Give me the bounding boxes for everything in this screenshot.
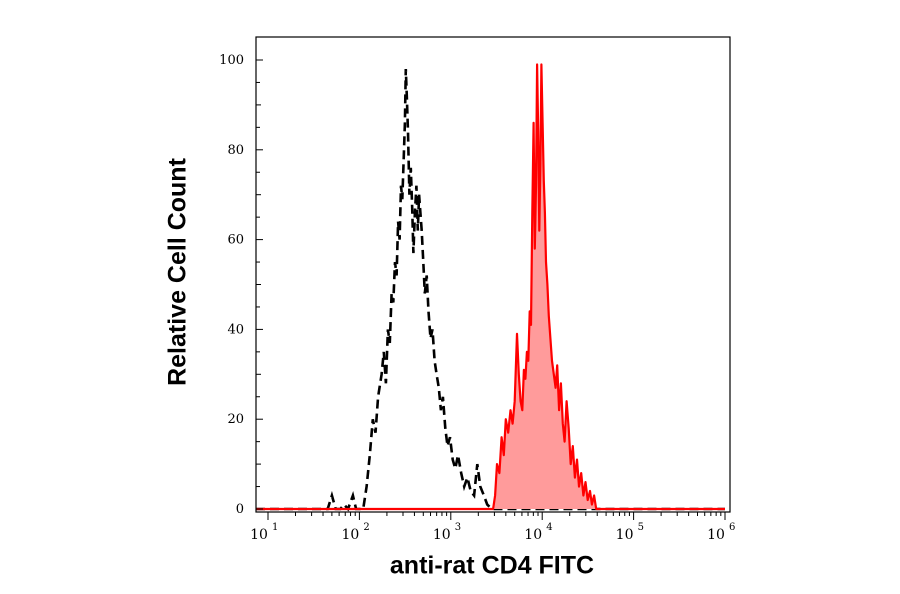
x-tick-label: 10 [707, 527, 725, 543]
x-tick-exponent: 6 [729, 522, 735, 533]
x-tick-exponent: 1 [272, 522, 278, 533]
y-axis-label: Relative Cell Count [163, 158, 192, 386]
x-axis-label: anti-rat CD4 FITC [389, 551, 595, 580]
y-tick-label: 40 [227, 322, 244, 337]
y-tick-label: 0 [236, 502, 244, 517]
x-tick-label: 10 [341, 527, 359, 543]
histogram-series [256, 63, 725, 512]
plot-frame [255, 36, 731, 513]
y-tick-label: 20 [227, 412, 244, 427]
x-tick-label: 10 [250, 527, 268, 543]
x-axis-ticks: 10 1 10 2 10 3 10 4 10 5 10 6 [250, 512, 735, 543]
x-tick-exponent: 5 [638, 522, 644, 533]
y-tick-label: 60 [227, 233, 244, 248]
x-tick-exponent: 2 [363, 522, 369, 533]
x-tick-exponent: 4 [546, 522, 552, 533]
y-tick-label: 100 [219, 53, 244, 68]
x-tick-label: 10 [433, 527, 451, 543]
series-1-line [256, 63, 725, 511]
series-0-line [256, 68, 725, 512]
x-tick-exponent: 3 [455, 522, 461, 533]
y-axis-ticks: 0 20 40 60 80 100 [219, 53, 263, 517]
x-tick-label: 10 [524, 527, 542, 543]
series-1-fill [256, 64, 725, 509]
x-tick-label: 10 [616, 527, 634, 543]
y-tick-label: 80 [227, 143, 244, 158]
